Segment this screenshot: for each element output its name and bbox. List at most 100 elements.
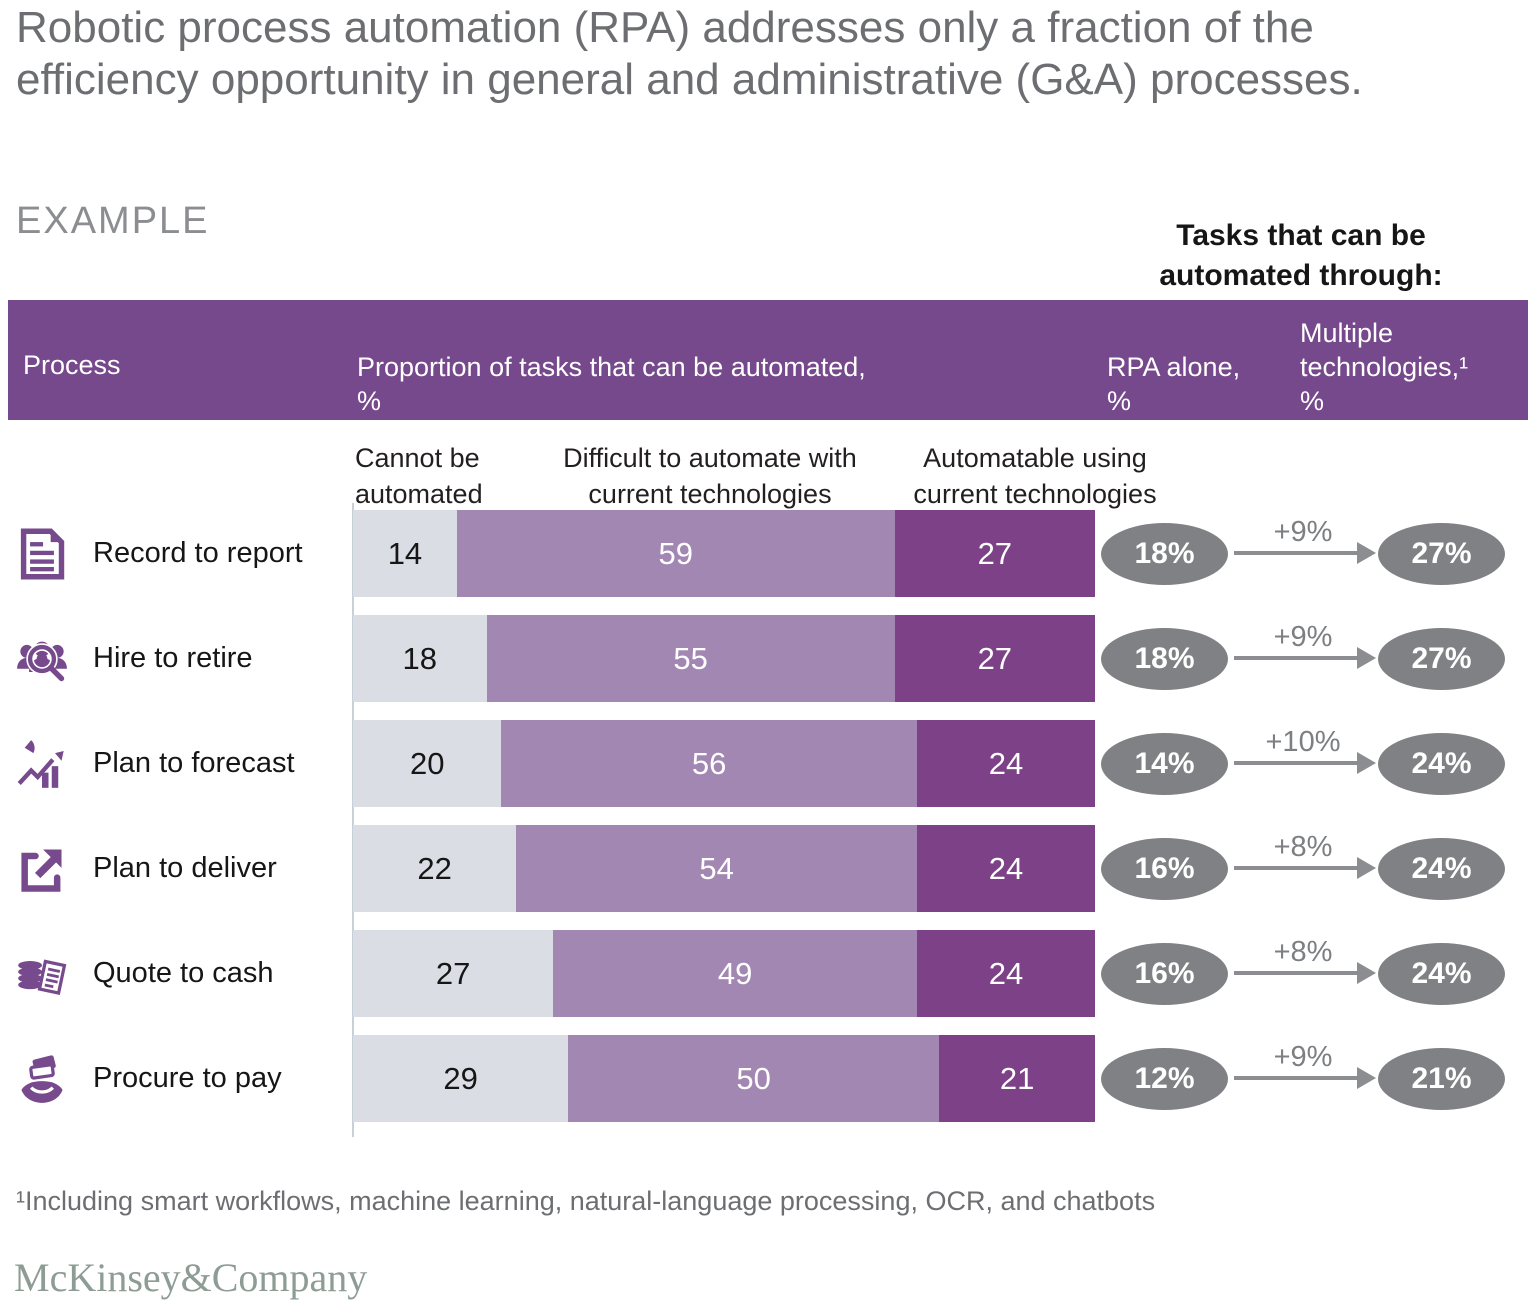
- table-row: Procure to pay 29 50 21 12% +9% 21%: [16, 1035, 1526, 1122]
- bar-segment-difficult: 54: [516, 825, 917, 912]
- header-rpa-line2: %: [1107, 386, 1132, 416]
- legend-automatable: Automatable using current technologies: [880, 440, 1190, 512]
- delta-label: +8%: [1273, 936, 1333, 968]
- arrow-line: [1234, 551, 1358, 555]
- legend-cannot-line1: Cannot be: [355, 443, 480, 473]
- table-header-bar: Process Proportion of tasks that can be …: [8, 300, 1528, 420]
- table-row: Plan to forecast 20 56 24 14% +10% 24%: [16, 720, 1526, 807]
- row-label: Plan to forecast: [93, 747, 295, 779]
- multiple-technologies-badge: 24%: [1378, 942, 1505, 1005]
- table-row: Plan to deliver 22 54 24 16% +8% 24%: [16, 825, 1526, 912]
- chart-growth-icon: [16, 738, 93, 790]
- legend-difficult-line2: current technologies: [588, 479, 832, 509]
- delta-arrow: +9%: [1230, 510, 1376, 597]
- multiple-technologies-badge: 27%: [1378, 522, 1505, 585]
- stacked-bar: 18 55 27: [353, 615, 1095, 702]
- bar-segment-cannot: 18: [353, 615, 487, 702]
- coins-receipt-icon: [16, 948, 93, 1000]
- delta-arrow: +8%: [1230, 930, 1376, 1017]
- header-multi-line2: technologies,¹: [1300, 352, 1469, 382]
- arrow-line: [1234, 656, 1358, 660]
- arrow-head-icon: [1357, 542, 1376, 564]
- footnote: ¹Including smart workflows, machine lear…: [16, 1186, 1156, 1216]
- export-arrow-icon: [16, 843, 93, 895]
- bar-segment-cannot: 14: [353, 510, 457, 597]
- hand-payment-icon: [16, 1053, 93, 1105]
- bar-segment-automatable: 27: [894, 510, 1095, 597]
- rpa-alone-badge: 14%: [1101, 732, 1228, 795]
- delta-arrow: +8%: [1230, 825, 1376, 912]
- arrow-head-icon: [1357, 857, 1376, 879]
- bar-segment-difficult: 56: [501, 720, 917, 807]
- chart-axis-line: [352, 503, 354, 1137]
- row-label: Hire to retire: [93, 642, 253, 674]
- bar-segment-difficult: 50: [568, 1035, 940, 1122]
- arrow-line: [1234, 1076, 1358, 1080]
- bar-segment-difficult: 49: [553, 930, 917, 1017]
- document-icon: [16, 528, 93, 580]
- bar-segment-difficult: 59: [456, 510, 895, 597]
- stacked-bar: 14 59 27: [353, 510, 1095, 597]
- legend-difficult-line1: Difficult to automate with: [563, 443, 857, 473]
- row-label: Plan to deliver: [93, 852, 277, 884]
- multiple-technologies-badge: 27%: [1378, 627, 1505, 690]
- delta-arrow: +9%: [1230, 615, 1376, 702]
- bar-segment-automatable: 21: [939, 1035, 1095, 1122]
- right-header-line2: automated through:: [1159, 259, 1443, 292]
- right-header-line1: Tasks that can be: [1176, 219, 1426, 252]
- rpa-alone-badge: 16%: [1101, 942, 1228, 1005]
- multiple-technologies-badge: 24%: [1378, 837, 1505, 900]
- delta-arrow: +9%: [1230, 1035, 1376, 1122]
- arrow-head-icon: [1357, 752, 1376, 774]
- legend-cannot-line2: automated: [355, 479, 483, 509]
- arrow-head-icon: [1357, 962, 1376, 984]
- legend-auto-line1: Automatable using: [923, 443, 1147, 473]
- header-multi-line1: Multiple: [1300, 318, 1394, 348]
- header-multiple-technologies: Multiple technologies,¹ %: [1300, 316, 1468, 418]
- segment-legend: Cannot be automated Difficult to automat…: [0, 440, 1536, 510]
- bar-segment-automatable: 24: [916, 720, 1095, 807]
- table-row: Record to report 14 59 27 18% +9% 27%: [16, 510, 1526, 597]
- rpa-alone-badge: 18%: [1101, 627, 1228, 690]
- legend-cannot-be-automated: Cannot be automated: [355, 440, 595, 512]
- stacked-bar: 22 54 24: [353, 825, 1095, 912]
- stacked-bar: 27 49 24: [353, 930, 1095, 1017]
- bar-segment-cannot: 22: [353, 825, 517, 912]
- bar-segment-automatable: 24: [916, 930, 1095, 1017]
- delta-label: +9%: [1273, 621, 1333, 653]
- stacked-bar: 20 56 24: [353, 720, 1095, 807]
- delta-label: +9%: [1273, 1041, 1333, 1073]
- bar-segment-difficult: 55: [486, 615, 895, 702]
- arrow-line: [1234, 971, 1358, 975]
- row-label: Record to report: [93, 537, 303, 569]
- stacked-bar: 29 50 21: [353, 1035, 1095, 1122]
- right-column-header: Tasks that can be automated through:: [1145, 216, 1457, 296]
- header-rpa-alone: RPA alone, %: [1107, 350, 1240, 418]
- delta-arrow: +10%: [1230, 720, 1376, 807]
- multiple-technologies-badge: 21%: [1378, 1047, 1505, 1110]
- arrow-line: [1234, 866, 1358, 870]
- people-search-icon: [16, 633, 93, 685]
- legend-auto-line2: current technologies: [913, 479, 1157, 509]
- header-multi-line3: %: [1300, 386, 1325, 416]
- rpa-alone-badge: 18%: [1101, 522, 1228, 585]
- header-proportion-line2: %: [357, 386, 382, 416]
- bar-segment-cannot: 20: [353, 720, 502, 807]
- row-label: Procure to pay: [93, 1062, 282, 1094]
- bar-segment-automatable: 27: [894, 615, 1095, 702]
- multiple-technologies-badge: 24%: [1378, 732, 1505, 795]
- bar-segment-cannot: 29: [353, 1035, 569, 1122]
- rpa-alone-badge: 12%: [1101, 1047, 1228, 1110]
- delta-label: +9%: [1273, 516, 1333, 548]
- table-row: Quote to cash 27 49 24 16% +8% 24%: [16, 930, 1526, 1017]
- legend-difficult-to-automate: Difficult to automate with current techn…: [530, 440, 890, 512]
- header-process: Process: [23, 350, 121, 380]
- row-label: Quote to cash: [93, 957, 274, 989]
- rpa-alone-badge: 16%: [1101, 837, 1228, 900]
- bar-segment-automatable: 24: [916, 825, 1095, 912]
- chart-rows: Record to report 14 59 27 18% +9% 27% Hi…: [16, 510, 1526, 1140]
- arrow-head-icon: [1357, 1067, 1376, 1089]
- arrow-line: [1234, 761, 1358, 765]
- delta-label: +10%: [1265, 726, 1341, 758]
